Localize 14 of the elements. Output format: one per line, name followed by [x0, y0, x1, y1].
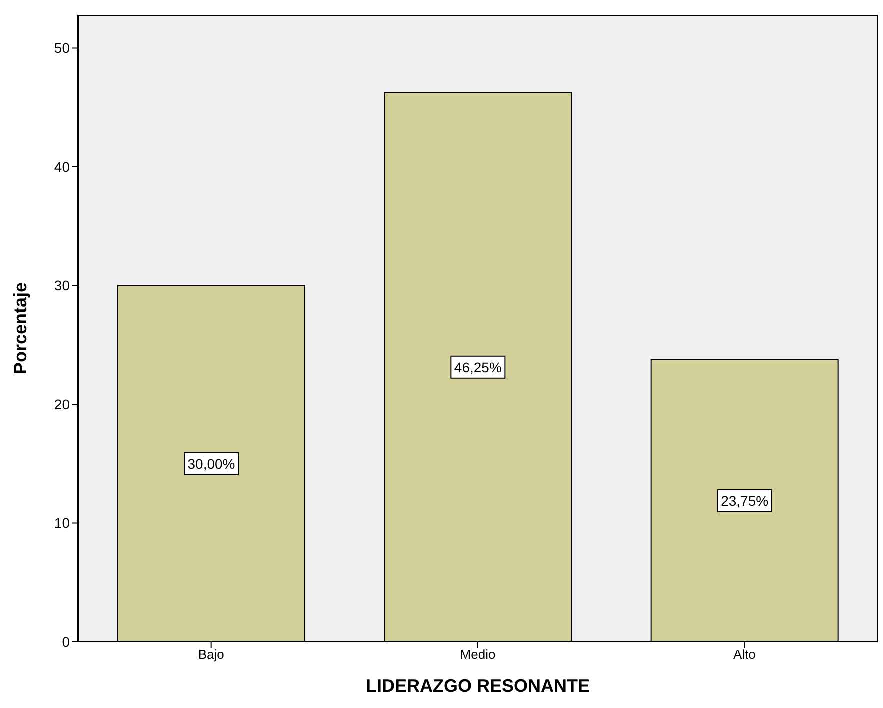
x-axis-title: LIDERAZGO RESONANTE [366, 676, 590, 696]
y-tick-label: 0 [62, 634, 70, 650]
x-tick-label: Bajo [198, 647, 224, 662]
y-axis-title: Porcentaje [10, 282, 30, 375]
x-tick-label: Alto [733, 647, 756, 662]
y-tick-label: 20 [54, 396, 70, 412]
y-tick-label: 30 [54, 278, 70, 294]
data-label: 23,75% [721, 492, 769, 509]
data-label: 30,00% [188, 456, 236, 472]
data-label: 46,25% [454, 359, 502, 376]
y-tick-label: 10 [54, 515, 70, 532]
y-tick-label: 50 [54, 40, 70, 56]
x-tick-label: Medio [460, 647, 496, 662]
y-tick-label: 40 [54, 158, 70, 175]
